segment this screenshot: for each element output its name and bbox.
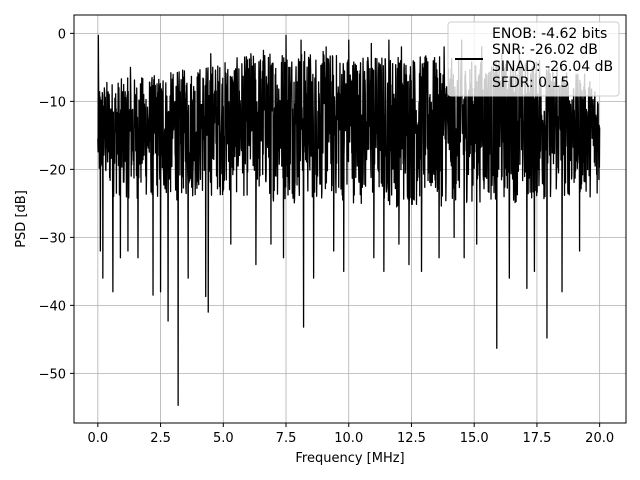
legend-entry-snr: SNR: -26.02 dB (492, 42, 598, 58)
y-axis-label: PSD [dB] (14, 190, 29, 248)
x-tick-label: 5.0 (213, 431, 234, 446)
x-axis: 0.0 2.5 5.0 7.5 10.0 12.5 15.0 17.5 20.0 (87, 423, 614, 446)
legend-entry-sfdr: SFDR: 0.15 (492, 75, 569, 91)
y-tick-label: −10 (39, 95, 66, 110)
x-tick-label: 10.0 (334, 431, 363, 446)
x-tick-label: 12.5 (397, 431, 426, 446)
legend: ENOB: -4.62 bits SNR: -26.02 dB SINAD: -… (447, 21, 620, 97)
x-tick-label: 7.5 (276, 431, 297, 446)
x-tick-label: 20.0 (585, 431, 614, 446)
y-tick-label: 0 (58, 27, 66, 42)
legend-entry-sinad: SINAD: -26.04 dB (492, 59, 613, 75)
y-tick-label: −50 (39, 367, 66, 382)
x-tick-label: 15.0 (460, 431, 489, 446)
x-tick-label: 17.5 (522, 431, 551, 446)
plot-area (97, 34, 601, 406)
y-tick-label: −40 (39, 299, 66, 314)
legend-entry-enob: ENOB: -4.62 bits (492, 26, 607, 42)
y-axis: 0 −10 −20 −30 −40 −50 (39, 27, 74, 382)
plot-frame (73, 14, 627, 424)
x-tick-label: 2.5 (150, 431, 171, 446)
psd-series-line (97, 34, 601, 406)
y-tick-label: −30 (39, 231, 66, 246)
x-axis-label: Frequency [MHz] (295, 451, 404, 466)
x-tick-label: 0.0 (87, 431, 108, 446)
y-tick-label: −20 (39, 163, 66, 178)
legend-box (447, 21, 620, 97)
